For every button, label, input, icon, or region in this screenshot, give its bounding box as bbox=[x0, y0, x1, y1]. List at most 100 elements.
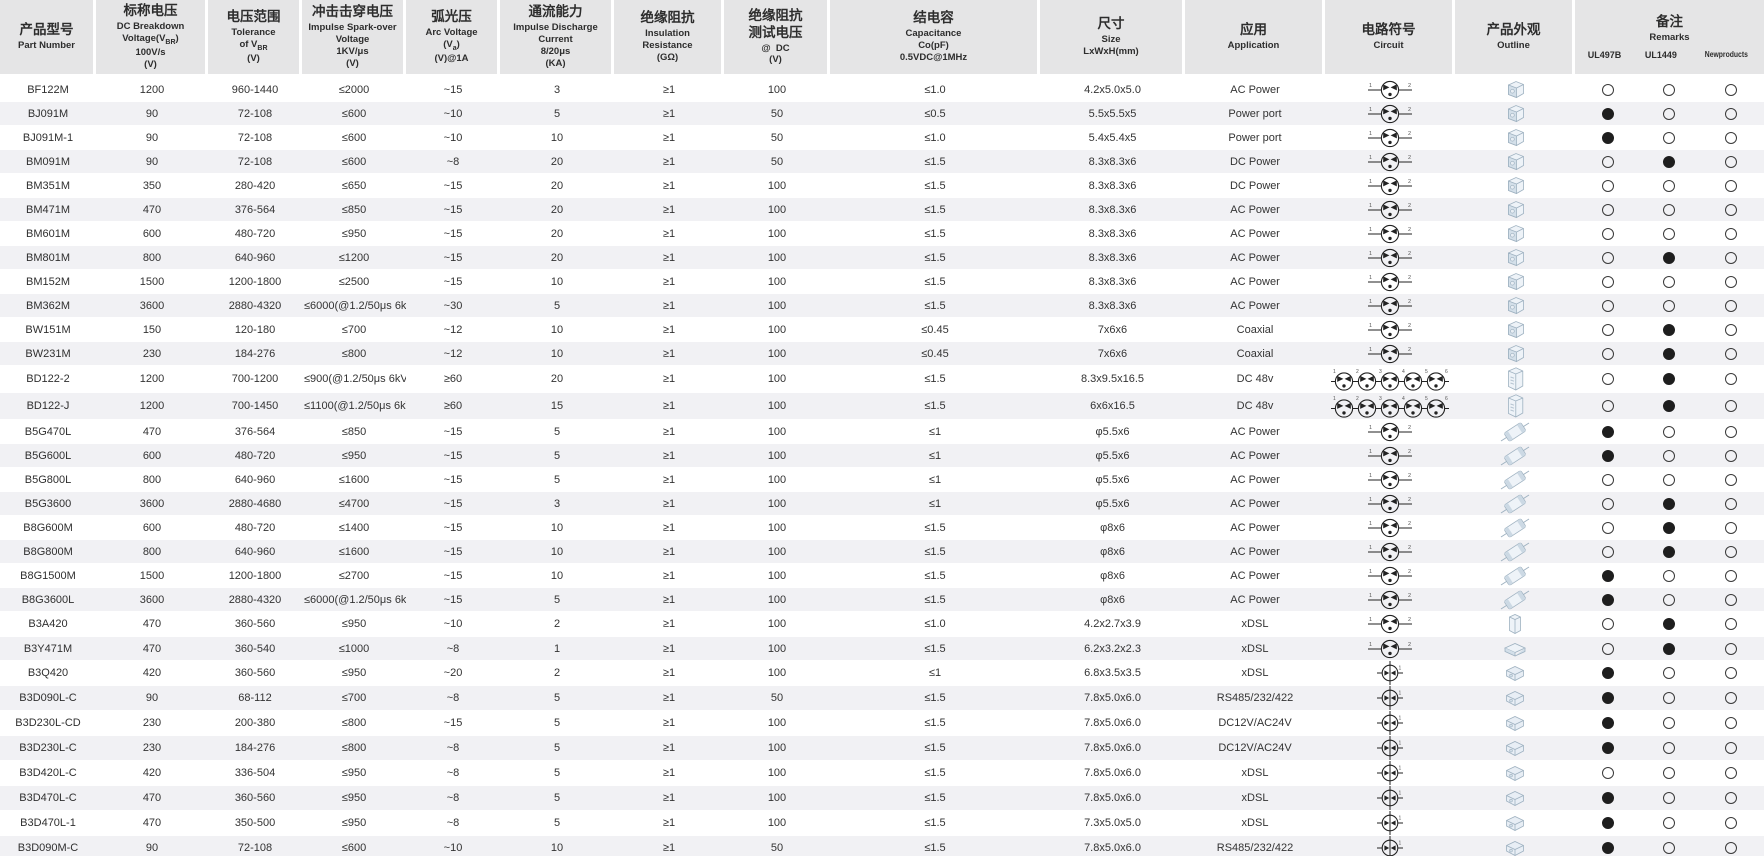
cell-ir: ≥1 bbox=[614, 564, 724, 588]
cell-tol: 68-112 bbox=[208, 686, 302, 711]
axial-outline-icon bbox=[1455, 516, 1575, 540]
cell-arc: ~12 bbox=[406, 342, 500, 366]
cell-tol: 2880-4320 bbox=[208, 294, 302, 318]
cell-imp: ≤600 bbox=[302, 102, 406, 126]
cell-remarks bbox=[1575, 761, 1764, 786]
cell-vbr: 1200 bbox=[96, 393, 208, 420]
ul497b-indicator-empty bbox=[1601, 83, 1614, 96]
ul497b-indicator-empty bbox=[1601, 275, 1614, 288]
cell-arc: ≥60 bbox=[406, 393, 500, 420]
cell-arc: ~10 bbox=[406, 612, 500, 637]
cell-part: B3Q420 bbox=[0, 661, 96, 686]
svg-text:2: 2 bbox=[1408, 155, 1411, 161]
cell-ka: 1 bbox=[500, 637, 614, 661]
cell-vbr: 470 bbox=[96, 420, 208, 444]
cell-ka: 20 bbox=[500, 246, 614, 270]
gdt5-circuit-icon: 1 2 3 4 5 6 bbox=[1325, 393, 1455, 420]
cell-imp: ≤1600 bbox=[302, 540, 406, 564]
cell-tv: 100 bbox=[724, 198, 830, 222]
ul497b-indicator-empty bbox=[1601, 179, 1614, 192]
cell-cap: ≤0.5 bbox=[830, 102, 1040, 126]
ul1449-indicator-empty bbox=[1663, 275, 1676, 288]
cell-remarks bbox=[1575, 836, 1764, 856]
axial-outline-icon bbox=[1455, 444, 1575, 468]
cell-size: φ5.5x6 bbox=[1040, 468, 1185, 492]
newproducts-indicator-empty bbox=[1725, 155, 1738, 168]
cell-cap: ≤1.5 bbox=[830, 222, 1040, 246]
cell-app: AC Power bbox=[1185, 540, 1325, 564]
ul497b-indicator-empty bbox=[1601, 618, 1614, 630]
cell-ka: 10 bbox=[500, 318, 614, 342]
cell-tv: 100 bbox=[724, 366, 830, 393]
cell-imp: ≤1100(@1.2/50μs 6kV) bbox=[302, 393, 406, 420]
cube-outline-icon bbox=[1455, 198, 1575, 222]
cell-app: AC Power bbox=[1185, 246, 1325, 270]
cell-arc: ~8 bbox=[406, 736, 500, 761]
cell-cap: ≤1.5 bbox=[830, 836, 1040, 856]
ul497b-indicator-filled bbox=[1601, 667, 1614, 679]
ul1449-indicator-empty bbox=[1663, 667, 1676, 679]
gdt2-circuit-icon: 1 bbox=[1325, 736, 1455, 761]
cell-size: 4.2x2.7x3.9 bbox=[1040, 612, 1185, 637]
svg-text:2: 2 bbox=[1408, 179, 1411, 185]
newproducts-indicator-empty bbox=[1725, 425, 1738, 438]
cell-tol: 72-108 bbox=[208, 836, 302, 856]
cell-ka: 5 bbox=[500, 102, 614, 126]
cell-size: 6.2x3.2x2.3 bbox=[1040, 637, 1185, 661]
cell-ir: ≥1 bbox=[614, 342, 724, 366]
cell-imp: ≤1200 bbox=[302, 246, 406, 270]
cell-remarks bbox=[1575, 342, 1764, 366]
ul497b-indicator-empty bbox=[1601, 155, 1614, 168]
newproducts-indicator-empty bbox=[1725, 717, 1738, 729]
cell-tv: 100 bbox=[724, 786, 830, 811]
cell-part: B3D470L-C bbox=[0, 786, 96, 811]
cell-vbr: 3600 bbox=[96, 294, 208, 318]
cell-size: 8.3x8.3x6 bbox=[1040, 174, 1185, 198]
cell-tol: 960-1440 bbox=[208, 78, 302, 102]
cell-app: xDSL bbox=[1185, 661, 1325, 686]
svg-text:2: 2 bbox=[1408, 642, 1411, 648]
cell-ir: ≥1 bbox=[614, 811, 724, 836]
cell-cap: ≤1.0 bbox=[830, 612, 1040, 637]
table-row: BM351M 350 280-420 ≤650 ~15 20 ≥1 100 ≤1.5 8.3x8.… bbox=[0, 174, 1764, 198]
ul1449-indicator-empty bbox=[1663, 817, 1676, 829]
table-row: B5G3600 3600 2880-4680 ≤4700 ~15 3 ≥1 100 ≤1 φ5.5… bbox=[0, 492, 1764, 516]
svg-text:1: 1 bbox=[1369, 545, 1372, 551]
newproducts-indicator-empty bbox=[1725, 373, 1738, 385]
cell-vbr: 90 bbox=[96, 126, 208, 150]
header-size: 尺寸 Size LxWxH(mm) bbox=[1040, 0, 1185, 78]
chip-outline-icon bbox=[1455, 661, 1575, 686]
svg-text:1: 1 bbox=[1399, 741, 1402, 747]
svg-text:1: 1 bbox=[1369, 107, 1372, 113]
newproducts-indicator-empty bbox=[1725, 400, 1738, 412]
cell-ir: ≥1 bbox=[614, 126, 724, 150]
header-impulse-discharge: 通流能力 Impulse Discharge Current 8/20μs (KA) bbox=[500, 0, 614, 78]
table-row: B3D470L-C 470 360-560 ≤950 ~8 5 ≥1 100 ≤1.5 7.8x5… bbox=[0, 786, 1764, 811]
svg-text:6: 6 bbox=[1445, 369, 1448, 375]
cell-ir: ≥1 bbox=[614, 366, 724, 393]
ul497b-indicator-filled bbox=[1601, 792, 1614, 804]
cell-app: Coaxial bbox=[1185, 342, 1325, 366]
gdt2-circuit-icon: 1 bbox=[1325, 661, 1455, 686]
svg-text:1: 1 bbox=[1399, 816, 1402, 822]
table-row: B3D090M-C 90 72-108 ≤600 ~10 10 ≥1 50 ≤1.5 7.8x5.… bbox=[0, 836, 1764, 856]
table-row: B3Q420 420 360-560 ≤950 ~20 2 ≥1 100 ≤1 6.8x3.5x3… bbox=[0, 661, 1764, 686]
table-row: BW231M 230 184-276 ≤800 ~12 10 ≥1 100 ≤0.45 7x6x6… bbox=[0, 342, 1764, 366]
cube-outline-icon bbox=[1455, 174, 1575, 198]
cell-imp: ≤950 bbox=[302, 761, 406, 786]
cube-outline-icon bbox=[1455, 102, 1575, 126]
cell-app: xDSL bbox=[1185, 637, 1325, 661]
cell-remarks bbox=[1575, 102, 1764, 126]
cell-cap: ≤1.5 bbox=[830, 588, 1040, 612]
cell-app: AC Power bbox=[1185, 492, 1325, 516]
ul1449-indicator-empty bbox=[1663, 692, 1676, 704]
newproducts-indicator-empty bbox=[1725, 593, 1738, 606]
cell-tol: 72-108 bbox=[208, 126, 302, 150]
ul497b-indicator-filled bbox=[1601, 569, 1614, 582]
cell-remarks bbox=[1575, 174, 1764, 198]
cell-part: B3Y471M bbox=[0, 637, 96, 661]
cell-ir: ≥1 bbox=[614, 393, 724, 420]
